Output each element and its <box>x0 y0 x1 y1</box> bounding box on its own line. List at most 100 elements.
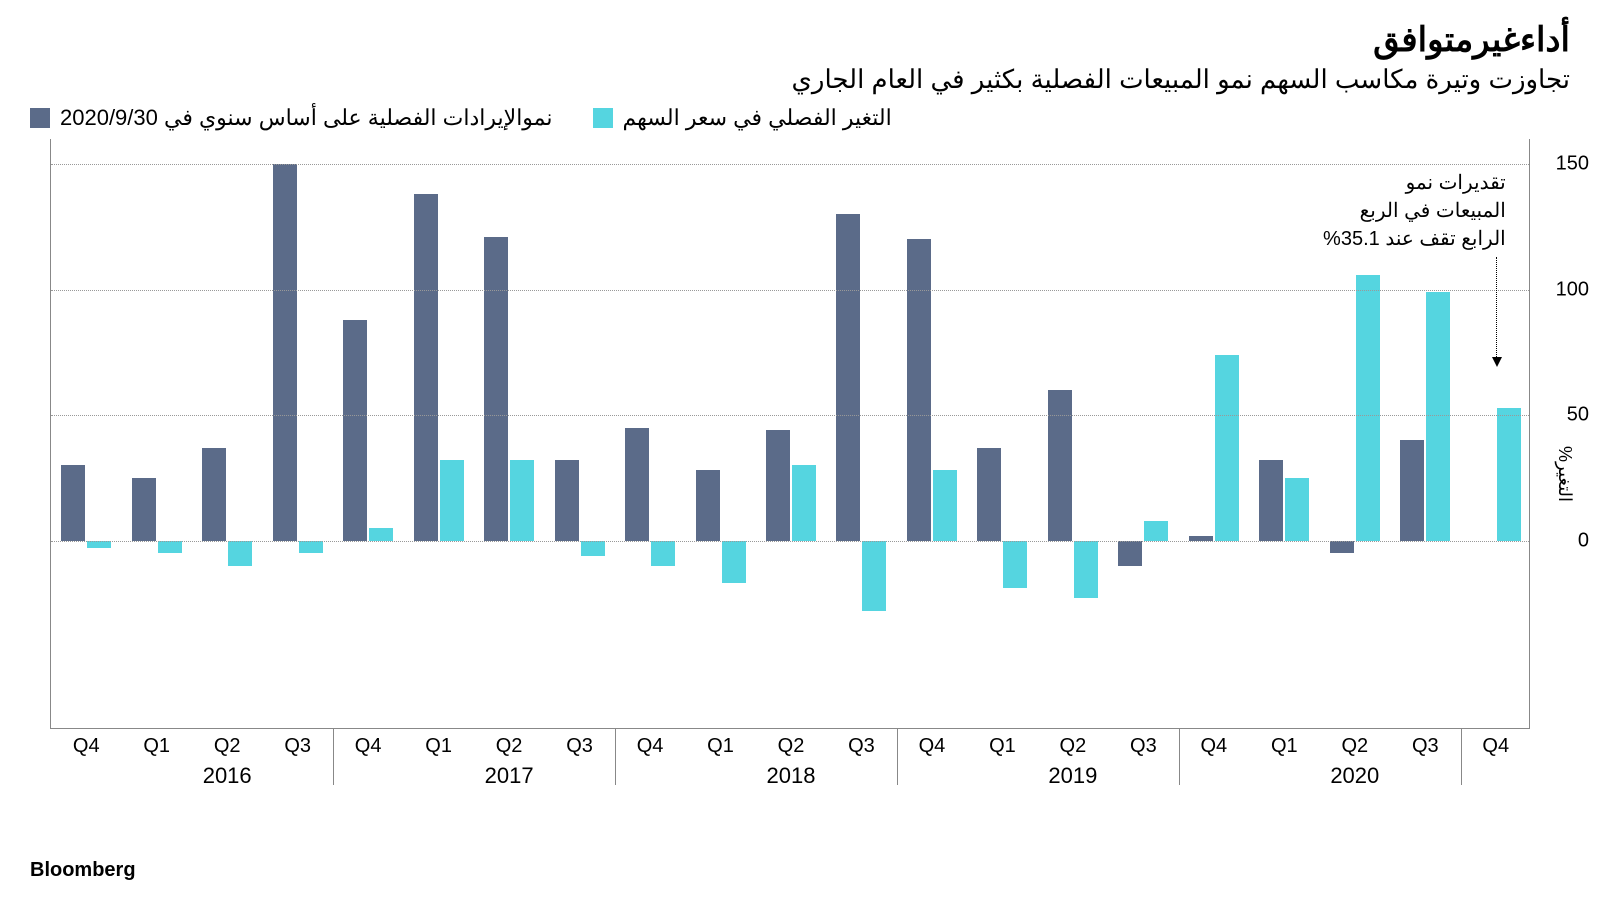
x-tick-label: Q1 <box>425 735 452 758</box>
bar-stock-change <box>1003 541 1027 589</box>
x-tick-label: Q4 <box>637 735 664 758</box>
annotation-arrow-head-icon <box>1492 357 1502 367</box>
bar-group <box>756 139 826 728</box>
x-year-divider <box>333 729 334 785</box>
x-tick-label: Q1 <box>989 735 1016 758</box>
bar-revenue-growth <box>977 448 1001 541</box>
bar-revenue-growth <box>1330 541 1354 554</box>
gridline <box>51 290 1529 291</box>
y-tick-label: 100 <box>1556 278 1589 301</box>
x-tick-label: Q3 <box>284 735 311 758</box>
bar-revenue-growth <box>907 239 931 540</box>
x-tick-label: Q2 <box>1060 735 1087 758</box>
bar-revenue-growth <box>132 478 156 541</box>
y-tick-label: 0 <box>1578 529 1589 552</box>
x-tick-label: Q4 <box>73 735 100 758</box>
x-tick-label: Q4 <box>1201 735 1228 758</box>
x-tick-label: Q4 <box>1482 735 1509 758</box>
x-tick-label: Q2 <box>214 735 241 758</box>
x-tick-label: Q2 <box>1341 735 1368 758</box>
chart-title: أداءغيرمتوافق <box>30 20 1570 60</box>
bar-group <box>685 139 755 728</box>
x-tick-label: Q1 <box>143 735 170 758</box>
x-tick-label: Q4 <box>919 735 946 758</box>
chart-plot-outer: التغير% 050100150Q4Q1Q2Q3Q4Q1Q2Q3Q4Q1Q2Q… <box>30 139 1570 809</box>
x-year-divider <box>897 729 898 785</box>
bar-group <box>967 139 1037 728</box>
bar-stock-change <box>722 541 746 584</box>
x-year-label: 2016 <box>203 763 252 789</box>
legend-swatch-stock <box>593 108 613 128</box>
plot-area: 050100150Q4Q1Q2Q3Q4Q1Q2Q3Q4Q1Q2Q3Q4Q1Q2Q… <box>50 139 1530 729</box>
x-year-label: 2020 <box>1330 763 1379 789</box>
annotation-text: تقديرات نموالمبيعات في الربعالرابع تقف ع… <box>1296 169 1506 253</box>
bar-revenue-growth <box>766 430 790 540</box>
x-year-divider <box>615 729 616 785</box>
bar-stock-change <box>1497 408 1521 541</box>
x-year-label: 2018 <box>767 763 816 789</box>
chart-subtitle: تجاوزت وتيرة مكاسب السهم نمو المبيعات ال… <box>30 64 1570 95</box>
bar-group <box>474 139 544 728</box>
bar-group <box>403 139 473 728</box>
bar-revenue-growth <box>202 448 226 541</box>
x-tick-label: Q3 <box>1412 735 1439 758</box>
gridline <box>51 415 1529 416</box>
x-year-divider <box>1461 729 1462 785</box>
gridline <box>51 164 1529 165</box>
bar-group <box>51 139 121 728</box>
chart-container: أداءغيرمتوافق تجاوزت وتيرة مكاسب السهم ن… <box>0 0 1600 900</box>
legend-label-revenue: نموالإيرادات الفصلية على أساس سنوي في 20… <box>60 105 553 131</box>
bar-group <box>897 139 967 728</box>
x-year-divider <box>1179 729 1180 785</box>
bar-revenue-growth <box>1259 460 1283 540</box>
bar-revenue-growth <box>61 465 85 540</box>
bar-stock-change <box>1215 355 1239 541</box>
bar-stock-change <box>933 470 957 540</box>
x-tick-label: Q4 <box>355 735 382 758</box>
bar-stock-change <box>792 465 816 540</box>
bar-revenue-growth <box>1400 440 1424 540</box>
bar-stock-change <box>581 541 605 556</box>
bar-stock-change <box>440 460 464 540</box>
bar-revenue-growth <box>555 460 579 540</box>
legend-swatch-revenue <box>30 108 50 128</box>
bar-stock-change <box>510 460 534 540</box>
bar-group <box>192 139 262 728</box>
bar-stock-change <box>651 541 675 566</box>
bar-revenue-growth <box>273 164 297 541</box>
x-year-label: 2019 <box>1048 763 1097 789</box>
bar-revenue-growth <box>414 194 438 540</box>
bar-group <box>1179 139 1249 728</box>
bar-group <box>262 139 332 728</box>
bar-stock-change <box>228 541 252 566</box>
gridline <box>51 541 1529 542</box>
y-tick-label: 50 <box>1567 404 1589 427</box>
bar-revenue-growth <box>696 470 720 540</box>
legend-item-revenue: نموالإيرادات الفصلية على أساس سنوي في 20… <box>30 105 553 131</box>
chart-legend: نموالإيرادات الفصلية على أساس سنوي في 20… <box>30 105 1570 131</box>
bar-revenue-growth <box>836 214 860 540</box>
bar-stock-change <box>87 541 111 549</box>
bar-group <box>333 139 403 728</box>
bar-group <box>121 139 191 728</box>
bar-group <box>826 139 896 728</box>
bar-stock-change <box>1285 478 1309 541</box>
x-year-label: 2017 <box>485 763 534 789</box>
bar-revenue-growth <box>625 428 649 541</box>
bar-group <box>615 139 685 728</box>
bar-group <box>1038 139 1108 728</box>
x-tick-label: Q3 <box>566 735 593 758</box>
x-tick-label: Q2 <box>778 735 805 758</box>
annotation-arrow-line <box>1496 257 1497 357</box>
bar-stock-change <box>1144 521 1168 541</box>
bar-group <box>544 139 614 728</box>
legend-item-stock: التغير الفصلي في سعر السهم <box>593 105 892 131</box>
y-tick-label: 150 <box>1556 153 1589 176</box>
y-axis-label: التغير% <box>1554 446 1576 502</box>
bar-stock-change <box>862 541 886 611</box>
x-tick-label: Q3 <box>848 735 875 758</box>
bar-stock-change <box>1426 292 1450 541</box>
bar-stock-change <box>299 541 323 554</box>
x-tick-label: Q2 <box>496 735 523 758</box>
bar-stock-change <box>158 541 182 554</box>
